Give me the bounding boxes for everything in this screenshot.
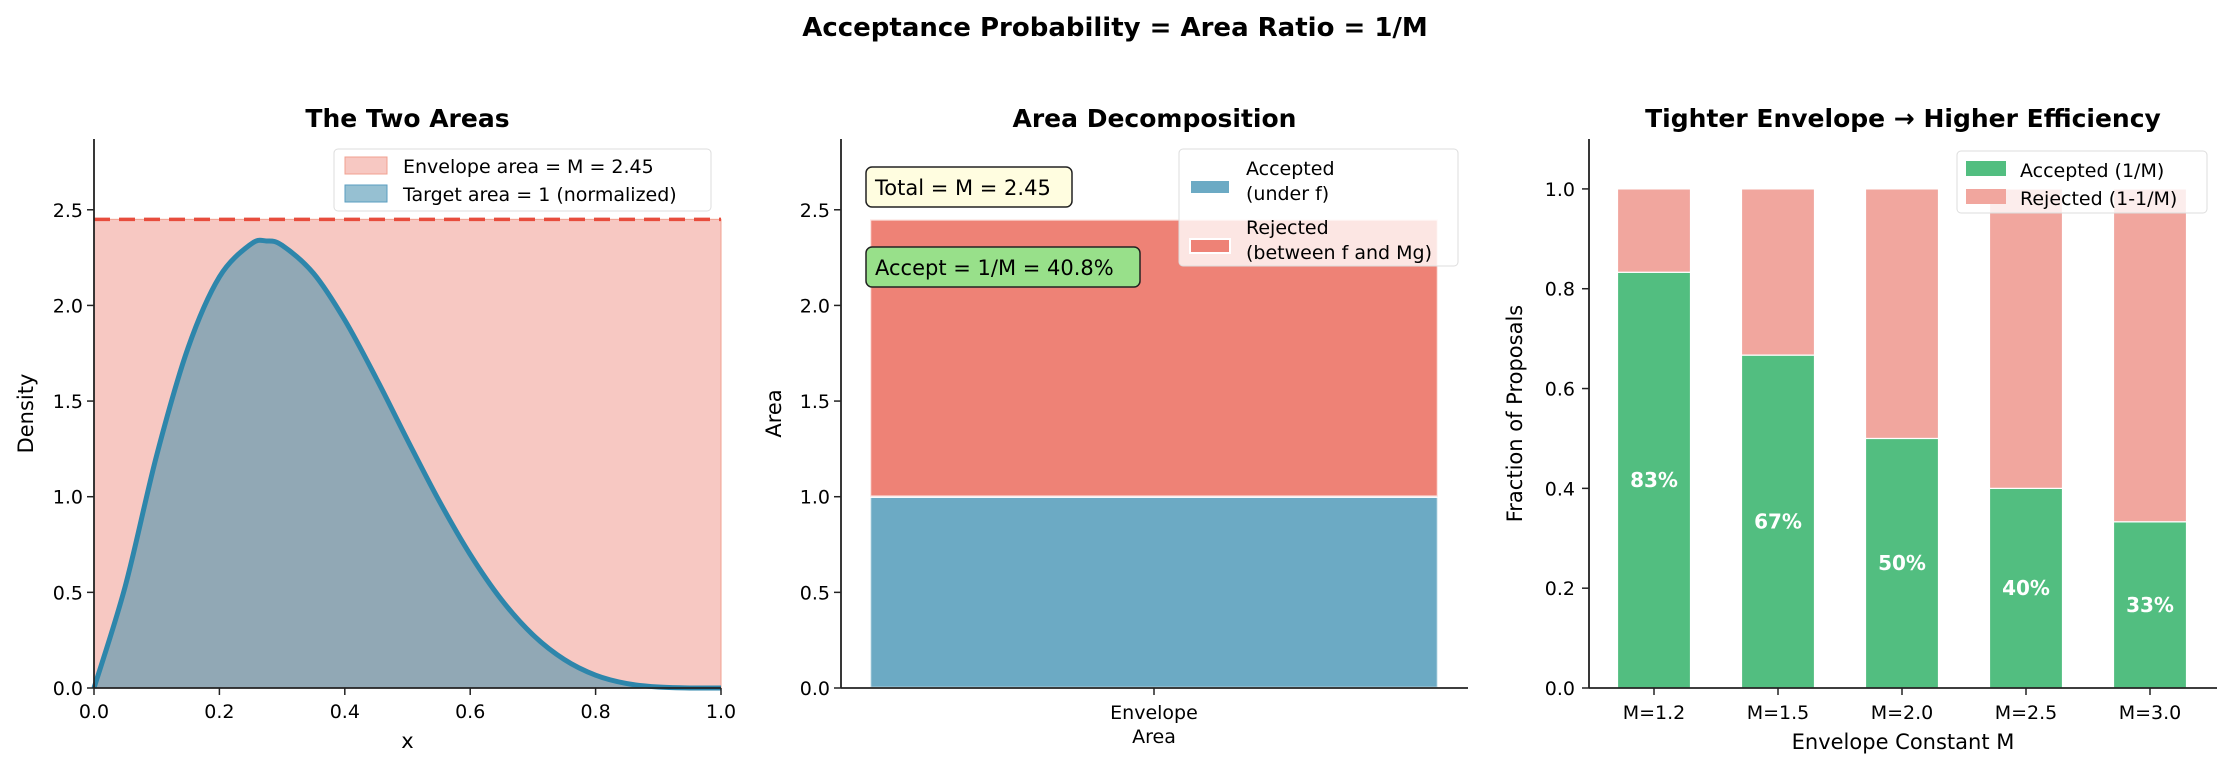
p3-ytick-label: 0.4: [1545, 478, 1575, 500]
legend-swatch-0: [1966, 161, 2006, 176]
p3-ytick-label: 0.6: [1545, 379, 1575, 401]
legend-swatch-1: [1966, 189, 2006, 204]
bar-rejected: [1864, 188, 1940, 440]
p2-ytick-label: 2.5: [800, 200, 830, 222]
p1-title: The Two Areas: [305, 104, 509, 133]
p1-legend: Envelope area = M = 2.45 Target area = 1 …: [333, 148, 712, 212]
p1-xtick-label: 0.2: [204, 701, 234, 723]
p3-ytick-label: 0.8: [1545, 279, 1575, 301]
legend-label: Rejected (1-1/M): [2020, 188, 2177, 210]
bar-accepted: [1740, 354, 1816, 689]
legend-label-line2: (between f and Mg): [1246, 242, 1432, 264]
p3-ytick-label: 0.0: [1545, 678, 1575, 700]
target-density-curve: [91, 237, 722, 691]
bar-data-label: 67%: [1754, 510, 1802, 534]
bar-rejected: [2112, 188, 2188, 523]
p3-ytick-label: 1.0: [1545, 179, 1575, 201]
legend-frame: [1178, 148, 1459, 267]
bar-rejected: [1616, 188, 1692, 273]
annotation-accept-text: Accept = 1/M = 40.8%: [875, 256, 1114, 280]
p3-xtick-label: M=3.0: [2119, 702, 2182, 724]
bar-data-label: 83%: [1630, 468, 1678, 492]
p1-xtick-label: 0.4: [330, 701, 360, 723]
p2-ytick-label: 2.0: [800, 295, 830, 317]
p1-ytick-label: 2.5: [53, 200, 83, 222]
p3-xtick-label: M=1.2: [1623, 702, 1686, 724]
p1-ytick-label: 0.0: [53, 678, 83, 700]
annotation-total-box: [865, 166, 1073, 208]
bar-accepted: [1864, 437, 1940, 689]
p2-ytick-label: 0.0: [800, 678, 830, 700]
p3-xtick-label: M=2.5: [1995, 702, 2058, 724]
bar-data-label: 50%: [1878, 551, 1926, 575]
p2-ytick-label: 1.0: [800, 487, 830, 509]
legend-swatch-target: [344, 184, 388, 203]
p2-ytick-label: 0.5: [800, 582, 830, 604]
bar-accepted: [1988, 487, 2064, 689]
legend-label-line1: Accepted: [1246, 158, 1335, 180]
legend-frame: [333, 148, 712, 212]
p3-ytick-label: 0.2: [1545, 578, 1575, 600]
p1-ytick-label: 2.0: [53, 295, 83, 317]
legend-label: Accepted (1/M): [2020, 160, 2164, 182]
p2-xtick-label-line2: Area: [1132, 726, 1176, 748]
p1-ytick-label: 1.5: [53, 391, 83, 413]
legend-swatch-envelope: [344, 156, 388, 175]
panel-efficiency: 83% M=1.2 67% M=1.5 50% M=2.0 40% M=2.5 33% M=3.0…: [1503, 104, 2217, 754]
p2-ylabel: Area: [762, 389, 786, 437]
p1-ytick-label: 1.0: [53, 487, 83, 509]
p1-ylabel: Density: [14, 374, 38, 454]
p3-title: Tighter Envelope → Higher Efficiency: [1645, 104, 2161, 133]
legend-label-envelope: Envelope area = M = 2.45: [403, 156, 654, 178]
bar-segment-accepted: [868, 495, 1440, 690]
legend-label-target: Target area = 1 (normalized): [402, 184, 677, 206]
bar-rejected: [1988, 188, 2064, 489]
target-area: [94, 240, 721, 689]
figure-title: Acceptance Probability = Area Ratio = 1/…: [802, 13, 1428, 43]
p1-xtick-label: 0.0: [79, 701, 109, 723]
p2-title: Area Decomposition: [1013, 104, 1297, 133]
p1-xlabel: x: [401, 729, 413, 753]
p2-xtick-label-line1: Envelope: [1110, 702, 1198, 724]
p3-xlabel: Envelope Constant M: [1792, 730, 2015, 754]
bar-data-label: 40%: [2002, 576, 2050, 600]
annotation-accept-box: [865, 246, 1141, 288]
p3-xtick-label: M=2.0: [1871, 702, 1934, 724]
p2-legend: Accepted (under f) Rejected (between f and …: [1178, 148, 1459, 267]
p1-xtick-label: 0.6: [455, 701, 485, 723]
p3-ylabel: Fraction of Proposals: [1503, 305, 1527, 523]
legend-swatch-0: [1189, 179, 1231, 195]
panel-two-areas: 0.0 0.5 1.0 1.5 2.0 2.5 0.0 0.2 0.4 0.6 0.8 1.0 x Den…: [14, 104, 736, 753]
p3-legend: Accepted (1/M) Rejected (1-1/M): [1956, 150, 2208, 214]
bar-data-label: 33%: [2126, 593, 2174, 617]
legend-frame: [1956, 150, 2208, 214]
bar-accepted: [2112, 521, 2188, 689]
annotation-total-text: Total = M = 2.45: [874, 176, 1051, 200]
bar-rejected: [1740, 188, 1816, 356]
legend-label-line2: (under f): [1246, 183, 1329, 205]
p1-xtick-label: 0.8: [580, 701, 610, 723]
legend-swatch-1: [1189, 238, 1231, 254]
p1-xtick-label: 1.0: [706, 701, 736, 723]
p2-ytick-label: 1.5: [800, 391, 830, 413]
p1-ytick-label: 0.5: [53, 582, 83, 604]
p3-xtick-label: M=1.5: [1747, 702, 1810, 724]
legend-label-line1: Rejected: [1246, 217, 1329, 239]
